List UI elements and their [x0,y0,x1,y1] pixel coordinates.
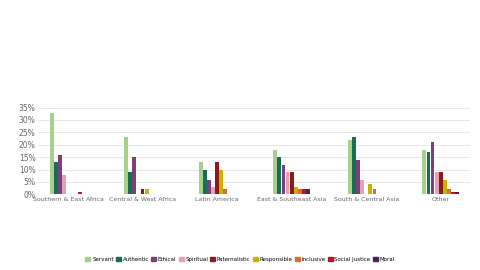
Bar [306,190,310,194]
Bar [78,192,82,194]
Bar [203,170,207,194]
Bar [294,187,298,194]
Bar [422,150,426,194]
Bar [372,190,376,194]
Bar [439,172,443,194]
Bar [456,192,459,194]
Bar [427,152,431,194]
Bar [356,160,360,194]
Bar [224,190,227,194]
Bar [199,162,203,194]
Bar [54,162,58,194]
Bar [352,137,356,194]
Bar [298,190,302,194]
Bar [128,172,132,194]
Bar [50,113,53,194]
Bar [58,155,62,194]
Bar [360,180,364,194]
Legend: Servant, Authentic, Ethical, Spiritual, Paternalistic, Responsible, Inclusive, S: Servant, Authentic, Ethical, Spiritual, … [83,255,397,265]
Bar [369,184,372,194]
Bar [277,157,281,194]
Bar [219,170,223,194]
Bar [132,157,136,194]
Bar [141,190,144,194]
Bar [62,174,66,194]
Bar [215,162,219,194]
Bar [431,142,434,194]
Bar [286,172,289,194]
Bar [348,140,352,194]
Bar [443,180,447,194]
Bar [282,165,285,194]
Bar [124,137,128,194]
Bar [302,190,306,194]
Bar [435,172,439,194]
Bar [211,187,215,194]
Bar [447,190,451,194]
Bar [274,150,277,194]
Bar [145,190,149,194]
Bar [290,172,294,194]
Bar [207,180,211,194]
Bar [451,192,455,194]
